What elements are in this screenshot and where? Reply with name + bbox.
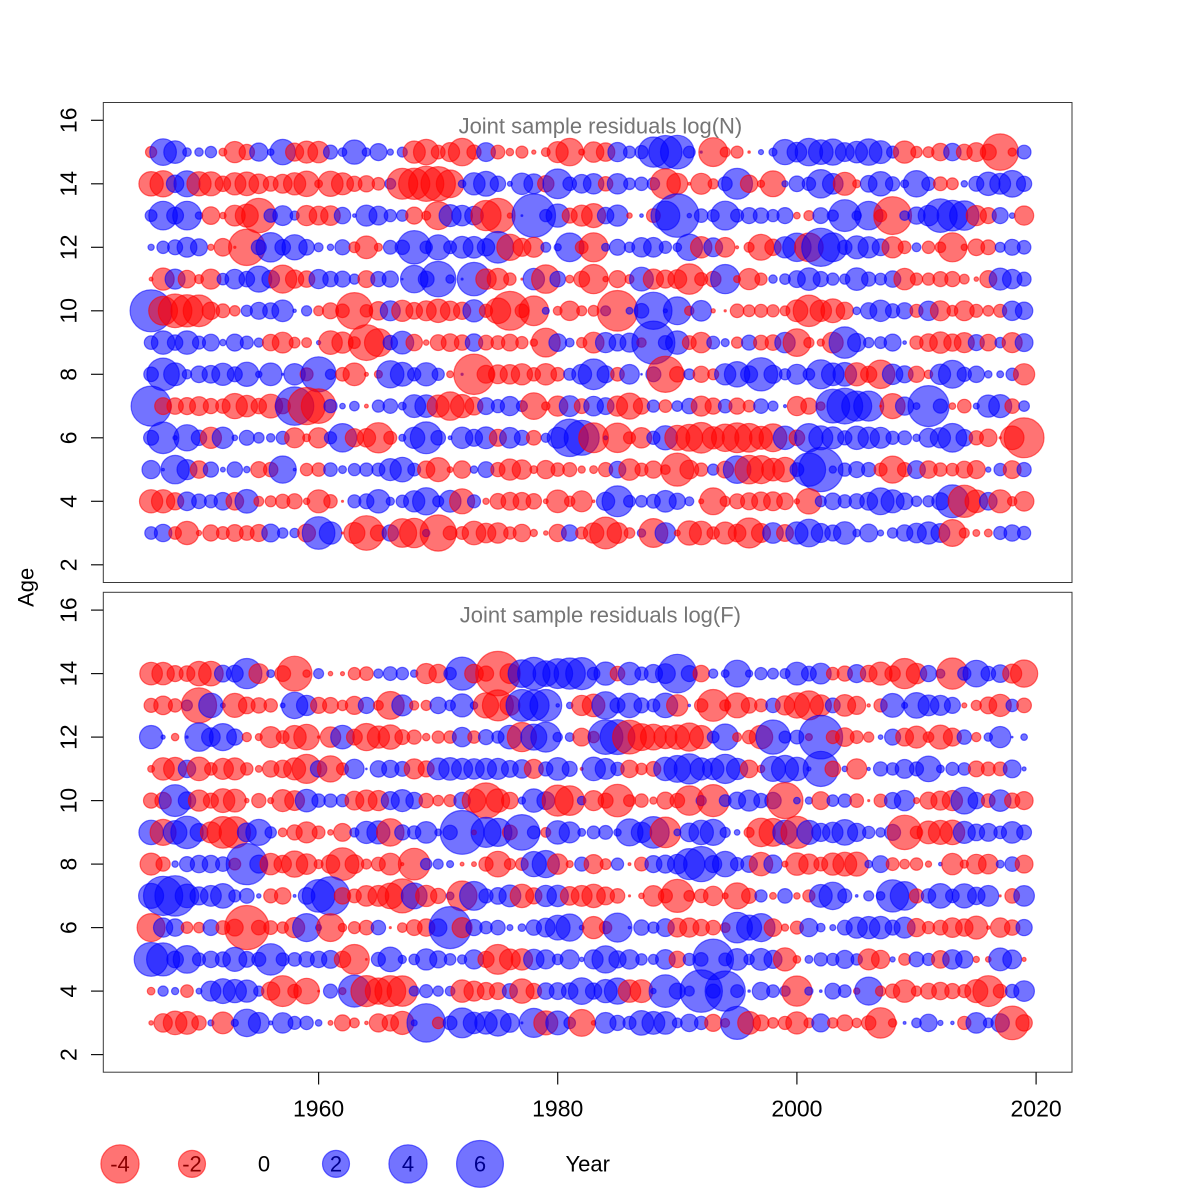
svg-text:4: 4 — [56, 984, 82, 997]
svg-text:Joint sample residuals log(N): Joint sample residuals log(N) — [459, 114, 743, 139]
svg-text:6: 6 — [56, 431, 82, 444]
svg-text:12: 12 — [56, 724, 82, 750]
svg-text:2000: 2000 — [771, 1096, 822, 1122]
svg-text:2: 2 — [330, 1152, 342, 1177]
svg-text:14: 14 — [56, 661, 82, 687]
svg-text:16: 16 — [56, 108, 82, 134]
svg-text:16: 16 — [56, 597, 82, 623]
svg-text:10: 10 — [56, 788, 82, 814]
svg-text:Age: Age — [14, 568, 39, 607]
svg-text:4: 4 — [56, 495, 82, 508]
svg-text:-2: -2 — [182, 1152, 202, 1177]
svg-text:6: 6 — [56, 921, 82, 934]
svg-text:14: 14 — [56, 171, 82, 197]
svg-text:6: 6 — [474, 1152, 486, 1177]
svg-text:8: 8 — [56, 858, 82, 871]
svg-text:8: 8 — [56, 368, 82, 381]
svg-text:2: 2 — [56, 558, 82, 571]
svg-text:1980: 1980 — [532, 1096, 583, 1122]
svg-text:4: 4 — [402, 1152, 414, 1177]
svg-text:Joint sample residuals log(F): Joint sample residuals log(F) — [460, 602, 741, 627]
svg-text:0: 0 — [258, 1152, 270, 1177]
svg-text:Year: Year — [565, 1152, 609, 1177]
svg-text:10: 10 — [56, 298, 82, 324]
svg-text:1960: 1960 — [293, 1096, 344, 1122]
svg-text:-4: -4 — [110, 1152, 130, 1177]
svg-text:2: 2 — [56, 1048, 82, 1061]
svg-text:12: 12 — [56, 235, 82, 261]
svg-text:2020: 2020 — [1011, 1096, 1062, 1122]
